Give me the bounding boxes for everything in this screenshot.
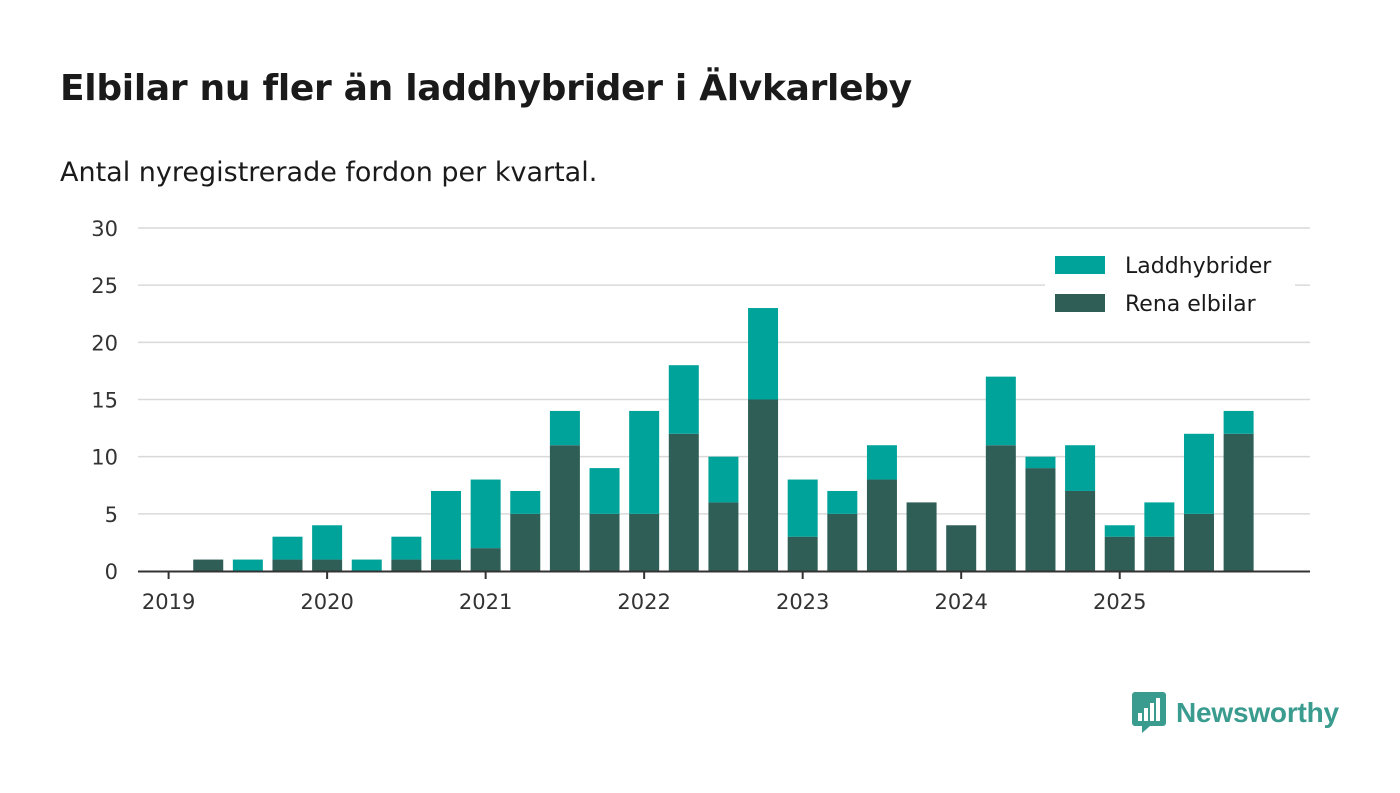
x-tick-label-2020: 2020: [300, 590, 353, 614]
legend: Laddhybrider Rena elbilar: [1045, 246, 1295, 326]
y-tick-label-15: 15: [91, 389, 118, 413]
bar-rena_elbilar-2021-Q1: [470, 548, 501, 571]
bar-laddhybrider-2020-Q3: [391, 536, 422, 560]
bar-rena_elbilar-2022-Q1: [629, 513, 660, 571]
x-tick-label-2022: 2022: [617, 590, 670, 614]
bar-laddhybrider-2022-Q2: [668, 365, 699, 434]
brand-logo: Newsworthy: [1132, 692, 1339, 734]
x-tick-label-2019: 2019: [142, 590, 195, 614]
bar-rena_elbilar-2020-Q1: [312, 559, 343, 571]
bar-rena_elbilar-2025-Q2: [1144, 536, 1175, 571]
bar-rena_elbilar-2021-Q4: [589, 513, 620, 571]
bar-laddhybrider-2020-Q2: [351, 559, 382, 571]
chart-subtitle: Antal nyregistrerade fordon per kvartal.: [60, 157, 598, 188]
chart-title: Elbilar nu fler än laddhybrider i Älvkar…: [60, 68, 912, 109]
bar-laddhybrider-2024-Q3: [1025, 456, 1056, 469]
y-axis-ticks: 0 5 10 15 20 25 30: [91, 217, 118, 584]
bar-laddhybrider-2019-Q4: [272, 536, 303, 560]
bars: [193, 308, 1254, 571]
bar-rena_elbilar-2019-Q4: [272, 559, 303, 571]
bar-laddhybrider-2024-Q2: [985, 376, 1016, 446]
legend-label-laddhybrider: Laddhybrider: [1125, 254, 1272, 279]
bar-laddhybrider-2025-Q1: [1104, 525, 1135, 537]
y-tick-label-30: 30: [91, 217, 118, 241]
bar-laddhybrider-2021-Q2: [510, 490, 541, 514]
bar-laddhybrider-2024-Q4: [1065, 445, 1096, 491]
bar-laddhybrider-2022-Q4: [748, 308, 779, 400]
bar-rena_elbilar-2024-Q2: [985, 445, 1016, 571]
bar-laddhybrider-2025-Q2: [1144, 502, 1175, 537]
x-tick-label-2025: 2025: [1093, 590, 1146, 614]
bar-laddhybrider-2020-Q4: [431, 490, 462, 560]
bar-rena_elbilar-2022-Q2: [668, 433, 699, 571]
bar-rena_elbilar-2024-Q3: [1025, 468, 1056, 571]
bar-laddhybrider-2023-Q3: [866, 445, 897, 480]
bar-rena_elbilar-2019-Q2: [193, 559, 224, 571]
y-tick-label-20: 20: [91, 331, 118, 355]
bar-rena_elbilar-2024-Q1: [946, 525, 977, 571]
bar-rena_elbilar-2020-Q3: [391, 559, 422, 571]
bar-rena_elbilar-2025-Q1: [1104, 536, 1135, 571]
bar-rena_elbilar-2023-Q4: [906, 502, 937, 571]
bar-laddhybrider-2022-Q1: [629, 410, 660, 514]
bar-rena_elbilar-2022-Q4: [748, 399, 779, 571]
bar-rena_elbilar-2024-Q4: [1065, 490, 1096, 571]
bar-rena_elbilar-2020-Q4: [431, 559, 462, 571]
bar-laddhybrider-2022-Q3: [708, 456, 739, 503]
bar-laddhybrider-2025-Q3: [1183, 433, 1214, 514]
x-axis-ticks: 2019 2020 2021 2022 2023 2024 2025: [142, 571, 1146, 614]
bar-rena_elbilar-2022-Q3: [708, 502, 739, 571]
bar-laddhybrider-2019-Q3: [232, 559, 263, 571]
bar-laddhybrider-2020-Q1: [312, 525, 343, 560]
bar-laddhybrider-2023-Q1: [787, 479, 818, 537]
bar-rena_elbilar-2021-Q3: [549, 445, 580, 571]
y-tick-label-5: 5: [105, 503, 118, 527]
bar-rena_elbilar-2023-Q2: [827, 513, 858, 571]
bar-laddhybrider-2021-Q4: [589, 468, 620, 514]
y-tick-label-10: 10: [91, 446, 118, 470]
bar-rena_elbilar-2023-Q1: [787, 536, 818, 571]
x-tick-label-2021: 2021: [459, 590, 512, 614]
legend-label-rena-elbilar: Rena elbilar: [1125, 292, 1257, 317]
bar-laddhybrider-2025-Q4: [1223, 410, 1254, 434]
chat-bar-chart-icon: [1132, 692, 1166, 733]
legend-swatch-laddhybrider: [1055, 256, 1105, 274]
bar-rena_elbilar-2025-Q4: [1223, 433, 1254, 571]
bar-laddhybrider-2021-Q3: [549, 410, 580, 446]
bar-rena_elbilar-2025-Q3: [1183, 513, 1214, 571]
x-tick-label-2024: 2024: [934, 590, 987, 614]
y-tick-label-25: 25: [91, 274, 118, 298]
legend-swatch-rena-elbilar: [1055, 294, 1105, 312]
x-tick-label-2023: 2023: [776, 590, 829, 614]
bar-rena_elbilar-2023-Q3: [866, 479, 897, 571]
bar-laddhybrider-2021-Q1: [470, 479, 501, 549]
y-tick-label-0: 0: [105, 560, 118, 584]
brand-name: Newsworthy: [1176, 697, 1339, 728]
bar-rena_elbilar-2021-Q2: [510, 513, 541, 571]
bar-laddhybrider-2023-Q2: [827, 490, 858, 514]
